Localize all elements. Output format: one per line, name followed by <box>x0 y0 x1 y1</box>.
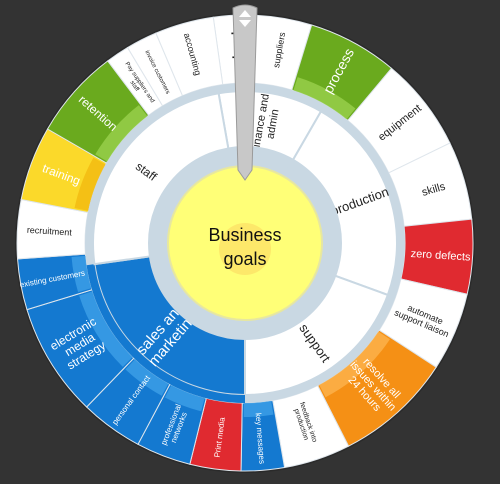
segment-accounting[interactable]: accounting <box>155 16 224 97</box>
segment-label-key-messages: key messages <box>254 413 267 465</box>
segment-print-media[interactable]: Print media <box>189 397 243 472</box>
segment-key-messages-highlight <box>243 400 274 417</box>
segment-feedback-into-production[interactable]: feedback intoproduction <box>272 384 350 469</box>
center-glow <box>219 223 271 275</box>
center-title-line-1: Business <box>208 225 281 245</box>
outer-ring: legalsuppliersprocessequipmentskillszero… <box>15 13 475 473</box>
segment-process-highlight <box>293 77 356 120</box>
segment-personal-contact-highlight <box>125 359 169 396</box>
arrow-down-icon <box>239 20 251 27</box>
segment-electronic-media-strategy-highlight <box>79 291 133 367</box>
segment-resolve-all-issues-within-24-hours-highlight <box>319 331 390 398</box>
segment-automate-support-liaison[interactable]: automatesupport liaison <box>378 278 468 368</box>
segment-label-zero-defects: zero defects <box>410 248 471 264</box>
up-down-arrows-icon[interactable] <box>239 10 251 27</box>
segment-training[interactable]: training <box>20 128 108 214</box>
segment-label-recruitment: recruitment <box>27 225 73 238</box>
segment-professional-networks-highlight <box>164 385 205 412</box>
segment-training-highlight <box>74 157 106 211</box>
segment-retention-highlight <box>95 105 148 162</box>
segment-retention[interactable]: retention <box>46 60 150 164</box>
arrow-up-icon <box>239 10 251 17</box>
segment-existing-customers-highlight <box>71 255 92 293</box>
segment-resolve-all-issues-within-24-hours[interactable]: resolve allissues within24 hours <box>316 329 437 447</box>
segment-key-messages[interactable]: key messages <box>240 399 286 472</box>
center-hub: Business goals <box>167 165 323 321</box>
segment-electronic-media-strategy[interactable]: electronicmediastrategy <box>26 289 135 408</box>
rotation-handle-body[interactable] <box>232 4 258 181</box>
segment-professional-networks[interactable]: professionalnetworks <box>137 383 207 465</box>
center-title-line-2: goals <box>223 249 266 269</box>
segment-equipment[interactable]: equipment <box>347 67 451 174</box>
category-production[interactable]: production <box>289 109 398 297</box>
rotation-handle[interactable] <box>232 4 258 181</box>
category-sales-and-marketing-band <box>86 264 246 403</box>
segment-existing-customers[interactable]: existing customers <box>17 253 93 311</box>
